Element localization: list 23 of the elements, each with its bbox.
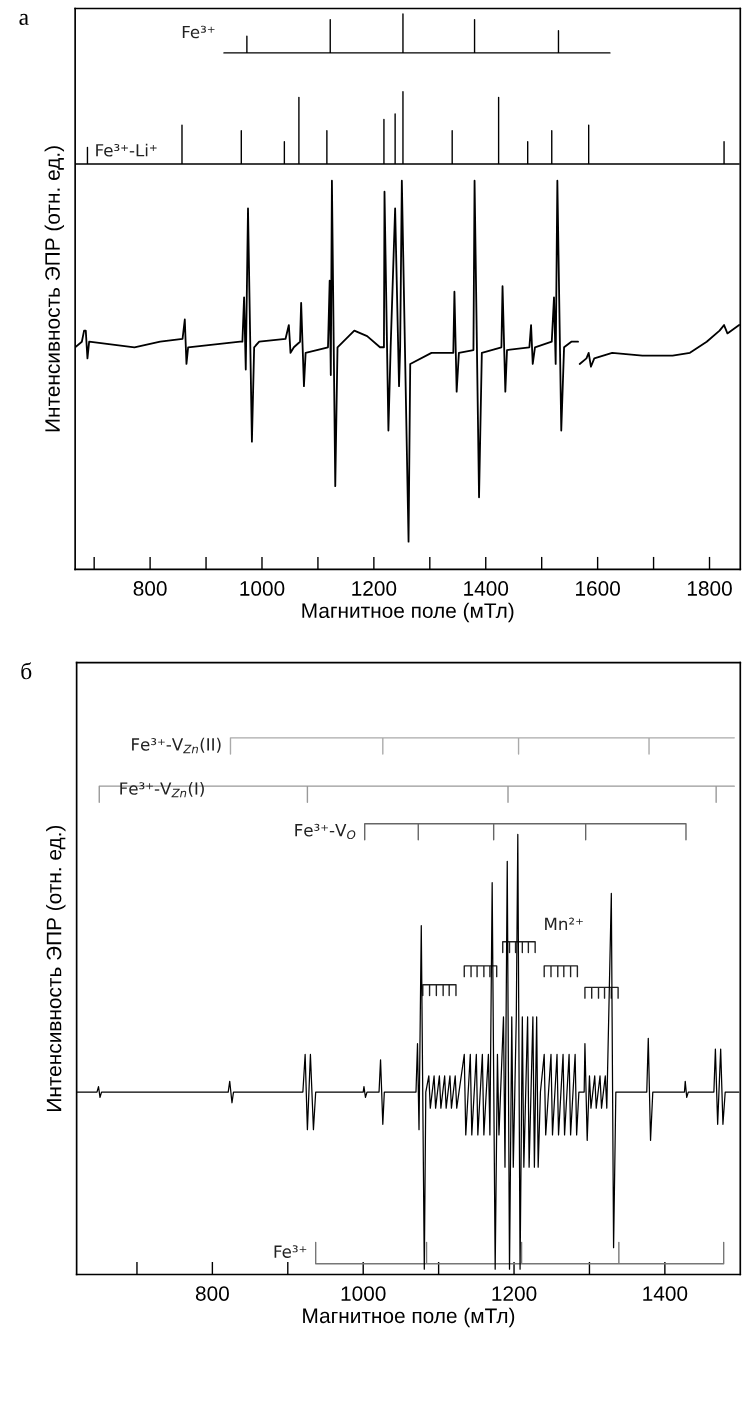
x-tick-label: 1800 — [687, 581, 732, 596]
chart-title: б — [21, 662, 32, 680]
x-tick-label: 1000 — [240, 581, 285, 596]
series-label: Fe³⁺ — [274, 1245, 307, 1258]
series-label: Fe³⁺-V$_{Zn}$(II) — [132, 737, 221, 754]
series-label: Mn²⁺ — [545, 917, 583, 930]
x-axis-title: Магнитное поле (мТл) — [302, 602, 514, 623]
x-tick-label: 1200 — [352, 581, 397, 596]
chart-title: а — [19, 13, 29, 26]
x-tick-label: 1400 — [464, 581, 509, 596]
y-axis-title: Интенсивность ЭПР (отн. ед.) — [44, 146, 65, 432]
series-label: Fe³⁺ — [182, 25, 215, 39]
x-tick-label: 800 — [133, 581, 167, 596]
series-label: Fe³⁺-Li⁺ — [96, 143, 157, 157]
series-label: Fe³⁺-V$_{O}$ — [295, 823, 356, 840]
x-tick-label: 1600 — [576, 581, 620, 596]
series-label: Fe³⁺-V$_{Zn}$(I) — [120, 781, 204, 798]
x-tick-label: 1400 — [643, 1286, 688, 1301]
x-tick-label: 800 — [195, 1286, 229, 1301]
x-tick-label: 1200 — [492, 1286, 537, 1301]
y-axis-title: Интенсивность ЭПР (отн. ед.) — [46, 825, 66, 1111]
x-tick-label: 1000 — [341, 1286, 386, 1301]
x-axis-title: Магнитное поле (мТл) — [303, 1307, 515, 1328]
